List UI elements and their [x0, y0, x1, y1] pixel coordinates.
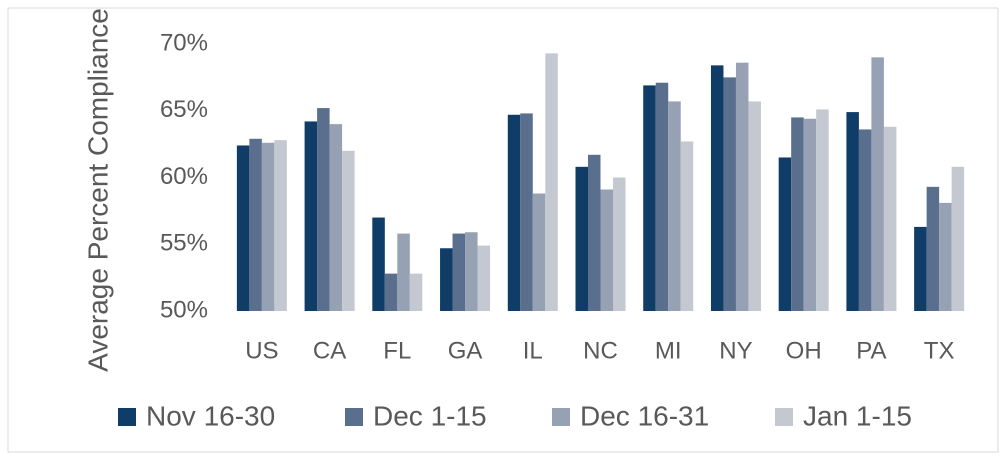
- legend-label: Nov 16-30: [146, 400, 275, 431]
- x-tick-label: IL: [523, 337, 543, 364]
- bar: [372, 217, 385, 311]
- x-tick-label: US: [245, 337, 278, 364]
- bar: [668, 101, 681, 311]
- bar: [384, 273, 398, 311]
- bar: [520, 113, 533, 311]
- bar: [600, 189, 613, 311]
- bar: [465, 232, 478, 311]
- x-tick-label: NY: [719, 337, 752, 364]
- bar: [723, 77, 736, 311]
- legend-label: Dec 16-31: [580, 400, 709, 431]
- bar: [803, 118, 817, 311]
- legend-swatch: [345, 408, 363, 426]
- legend-label: Dec 1-15: [373, 400, 487, 431]
- bar: [440, 248, 453, 311]
- bar: [613, 177, 626, 311]
- bar: [532, 193, 546, 311]
- bar: [342, 150, 355, 311]
- bar: [926, 186, 940, 311]
- bar: [575, 166, 588, 311]
- bar: [317, 108, 330, 311]
- bar: [409, 273, 423, 311]
- bar: [588, 154, 601, 311]
- bar: [545, 53, 558, 311]
- chart-frame: [7, 7, 999, 453]
- bar: [914, 226, 927, 311]
- bar: [951, 166, 965, 311]
- y-tick-label: 65%: [160, 96, 208, 123]
- bar: [883, 126, 897, 312]
- bar: [778, 157, 792, 311]
- bar: [680, 141, 694, 311]
- legend-swatch: [775, 408, 793, 426]
- bar: [643, 85, 656, 311]
- y-tick-label: 70%: [160, 29, 208, 56]
- bar: [236, 145, 250, 311]
- bar: [655, 82, 669, 311]
- bar: [748, 101, 761, 311]
- x-tick-label: FL: [383, 337, 411, 364]
- bar: [816, 109, 829, 311]
- bar: [735, 62, 749, 311]
- bar: [274, 140, 287, 311]
- y-axis-title: Average Percent Compliance: [82, 8, 113, 372]
- bar: [452, 233, 466, 311]
- legend-label: Jan 1-15: [803, 400, 912, 431]
- y-tick-label: 60%: [160, 163, 208, 190]
- bar: [477, 245, 491, 311]
- bar: [939, 202, 952, 311]
- bar: [507, 114, 521, 311]
- bar: [858, 129, 872, 311]
- x-tick-label: GA: [448, 337, 483, 364]
- x-tick-label: PA: [856, 337, 886, 364]
- bar: [329, 124, 343, 311]
- y-tick-label: 50%: [160, 296, 208, 323]
- bar: [397, 233, 410, 311]
- legend-swatch: [118, 408, 136, 426]
- x-tick-label: CA: [313, 337, 346, 364]
- bar: [261, 142, 275, 311]
- bar: [791, 117, 804, 311]
- bar: [846, 112, 859, 312]
- x-tick-label: OH: [786, 337, 822, 364]
- bar: [304, 121, 318, 312]
- bar: [871, 57, 884, 311]
- y-tick-label: 55%: [160, 230, 208, 257]
- bar: [249, 138, 262, 311]
- bar: [710, 65, 724, 311]
- x-tick-label: MI: [655, 337, 682, 364]
- x-tick-label: TX: [924, 337, 955, 364]
- legend-swatch: [552, 408, 570, 426]
- x-tick-label: NC: [583, 337, 618, 364]
